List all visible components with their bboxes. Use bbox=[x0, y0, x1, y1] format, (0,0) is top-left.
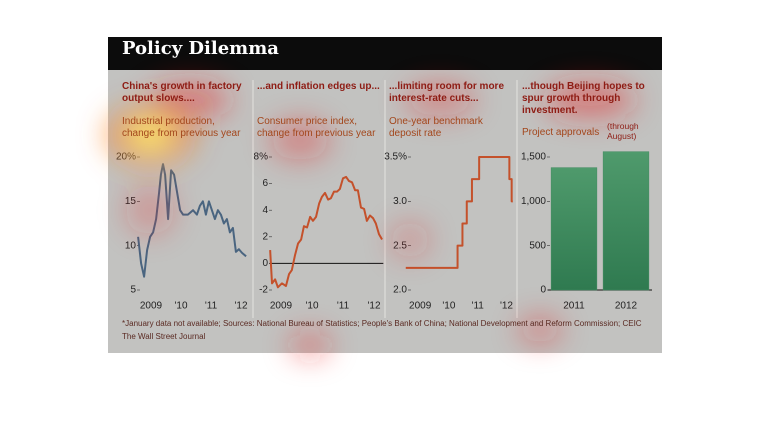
chart-subtitle: Industrial production, change from previ… bbox=[122, 116, 241, 139]
line bbox=[405, 156, 513, 269]
x-tick-label: '12 bbox=[234, 301, 247, 312]
chart-title: ...limiting room for more interest-rate … bbox=[389, 81, 505, 104]
y-tick-label: 1,500 bbox=[521, 152, 546, 163]
bar bbox=[602, 151, 650, 291]
chart-subtitle: Project approvals bbox=[522, 127, 600, 138]
y-tick-label: 1,000 bbox=[521, 196, 546, 207]
x-tick-label: '10 bbox=[305, 301, 318, 312]
y-tick-label: 2.0 bbox=[393, 285, 407, 296]
chart-subtitle: Consumer price index, change from previo… bbox=[257, 116, 376, 139]
y-tick-label: 2.5 bbox=[393, 240, 407, 251]
x-tick-label: '11 bbox=[205, 301, 218, 312]
y-tick-label: 15 bbox=[125, 196, 137, 207]
y-tick-label: 0 bbox=[262, 258, 268, 269]
y-tick-label: 3.5% bbox=[384, 152, 407, 163]
x-tick-label: '12 bbox=[500, 301, 513, 312]
y-tick-label: 6 bbox=[262, 178, 268, 189]
title-bar bbox=[108, 37, 662, 70]
chart-title: China's growth in factory output slows..… bbox=[122, 81, 242, 104]
annotation: (through August) bbox=[607, 121, 639, 141]
chart-title: ...and inflation edges up... bbox=[257, 81, 380, 92]
x-tick-label: 2009 bbox=[270, 301, 293, 312]
y-tick-label: 20% bbox=[116, 152, 136, 163]
y-tick-label: -2 bbox=[259, 285, 268, 296]
x-tick-label: 2011 bbox=[563, 301, 585, 312]
x-tick-label: '11 bbox=[472, 301, 485, 312]
x-tick-label: '11 bbox=[337, 301, 350, 312]
y-tick-label: 500 bbox=[529, 240, 546, 251]
y-tick-label: 4 bbox=[262, 205, 268, 216]
x-tick-label: '10 bbox=[442, 301, 455, 312]
y-tick-label: 3.0 bbox=[393, 196, 407, 207]
page-title: Policy Dilemma bbox=[122, 38, 279, 59]
y-tick-label: 8% bbox=[254, 152, 269, 163]
chart-title: ...though Beijing hopes to spur growth t… bbox=[522, 81, 645, 116]
chart-subtitle: One-year benchmark deposit rate bbox=[389, 116, 483, 139]
y-tick-label: 10 bbox=[125, 240, 137, 251]
bar bbox=[550, 167, 598, 291]
y-tick-label: 0 bbox=[540, 285, 546, 296]
x-tick-label: 2009 bbox=[409, 301, 432, 312]
y-tick-label: 5 bbox=[130, 285, 136, 296]
line bbox=[269, 175, 383, 289]
x-tick-label: 2012 bbox=[615, 301, 638, 312]
footnote: *January data not available; Sources: Na… bbox=[122, 319, 642, 328]
plots: 5 10 15 20% 2009 '10 '11 '12 -2 0 2 4 6 8% 2009 '10 '11 '… bbox=[116, 151, 652, 312]
x-tick-label: 2009 bbox=[140, 301, 163, 312]
x-tick-label: '10 bbox=[174, 301, 187, 312]
y-tick-label: 2 bbox=[262, 231, 268, 242]
x-tick-label: '12 bbox=[367, 301, 380, 312]
credit: The Wall Street Journal bbox=[122, 332, 206, 341]
